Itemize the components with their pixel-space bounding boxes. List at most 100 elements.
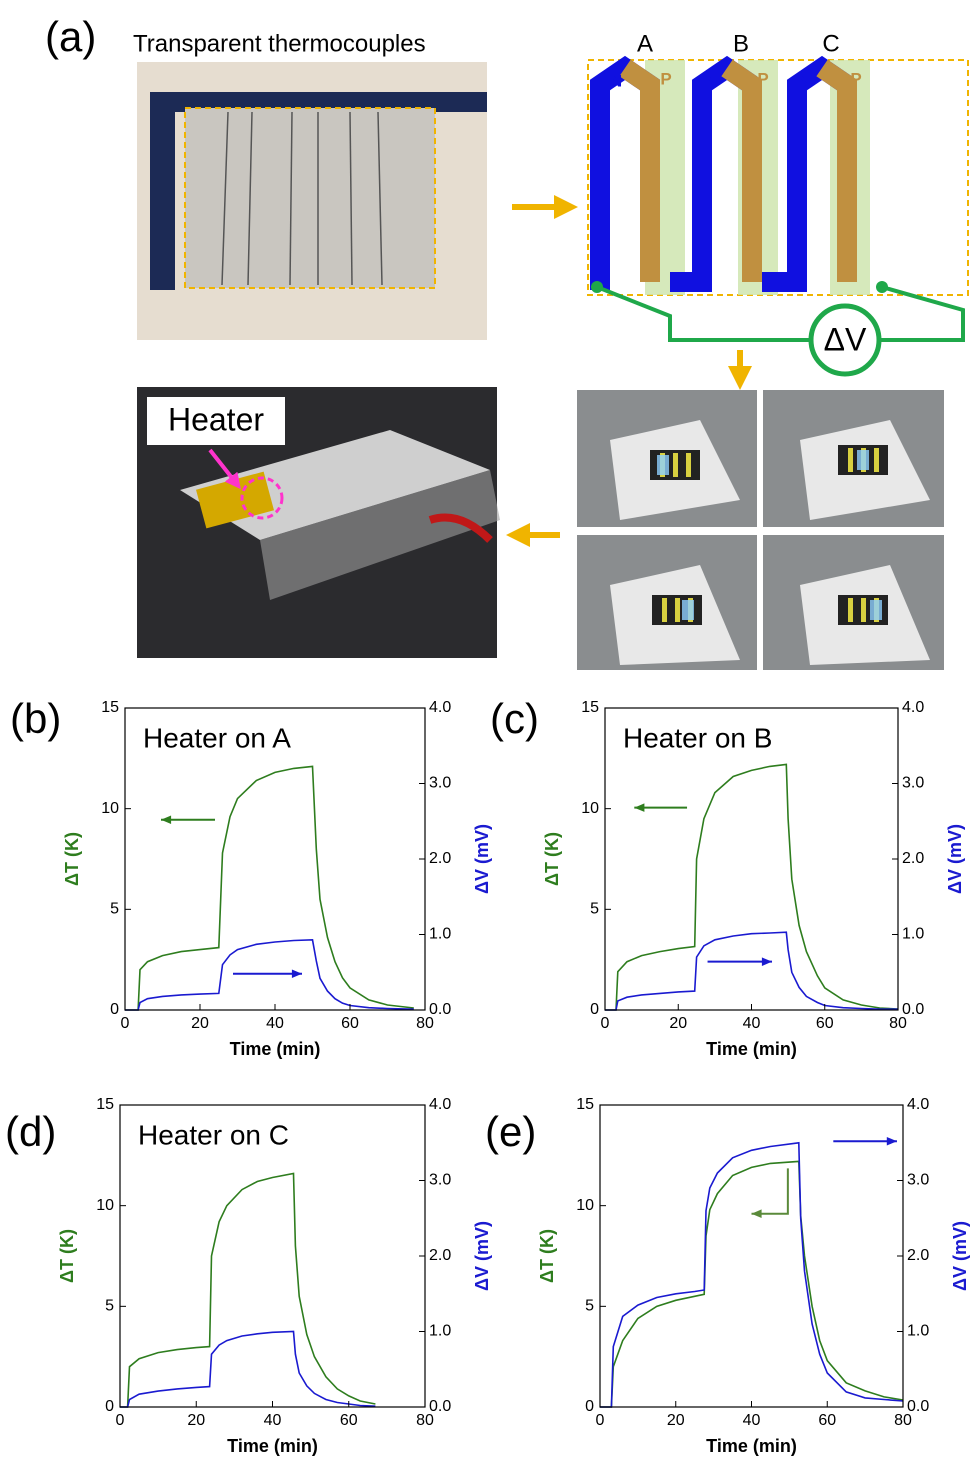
arrow-head	[761, 957, 773, 966]
x-tick-label: 80	[416, 1412, 434, 1429]
x-tick-label: 60	[340, 1412, 358, 1429]
y-axis-label: ΔT (K)	[542, 832, 562, 886]
annotation: Heater on B	[623, 722, 772, 753]
x-tick-label: 0	[121, 1015, 130, 1032]
n-label: N	[798, 71, 810, 90]
y-axis-label: ΔT (K)	[57, 1229, 77, 1283]
y-tick-label: 15	[581, 699, 599, 716]
y-tick-label: 15	[96, 1096, 114, 1113]
x-tick-label: 40	[743, 1412, 761, 1429]
photo-grid	[577, 390, 944, 670]
x-axis-label: Time (min)	[706, 1039, 797, 1059]
y2-tick-label: 1.0	[429, 926, 451, 943]
y2-tick-label: 0.0	[429, 1398, 451, 1415]
x-tick-label: 20	[187, 1412, 205, 1429]
x-axis-label: Time (min)	[706, 1436, 797, 1456]
y2-tick-label: 3.0	[902, 775, 924, 792]
y2-tick-label: 4.0	[429, 1096, 451, 1113]
y-tick-label: 10	[581, 800, 599, 817]
n-label: N	[705, 71, 717, 90]
y-tick-label: 10	[96, 1197, 114, 1214]
p-label: P	[757, 69, 768, 88]
data-line	[600, 1160, 904, 1408]
data-line	[605, 931, 898, 1011]
voltmeter-label: ΔV	[824, 321, 867, 357]
x-tick-label: 60	[341, 1015, 359, 1032]
data-line	[605, 763, 899, 1011]
y-tick-label: 5	[590, 901, 599, 918]
x-tick-label: 80	[894, 1412, 912, 1429]
y-axis-label: ΔT (K)	[62, 832, 82, 886]
y2-tick-label: 0.0	[907, 1398, 929, 1415]
arrow-head	[634, 803, 645, 812]
y2-tick-label: 2.0	[902, 850, 924, 867]
y-tick-label: 5	[110, 901, 119, 918]
panel-label: (d)	[5, 1108, 56, 1155]
data-line	[125, 765, 414, 1011]
x-tick-label: 80	[889, 1015, 907, 1032]
thermocouple-diagram	[587, 55, 969, 377]
y2-tick-label: 2.0	[429, 850, 451, 867]
x-tick-label: 0	[116, 1412, 125, 1429]
y-tick-label: 0	[590, 1001, 599, 1018]
x-axis-label: Time (min)	[227, 1436, 318, 1456]
n-label: N	[610, 71, 622, 90]
data-line	[120, 1172, 376, 1408]
y2-tick-label: 4.0	[902, 699, 924, 716]
x-tick-label: 40	[743, 1015, 761, 1032]
p-label: P	[850, 69, 861, 88]
photo	[137, 387, 500, 658]
y2-tick-label: 3.0	[907, 1172, 929, 1189]
arrow-head	[886, 1137, 897, 1146]
photo	[137, 62, 487, 340]
y-tick-label: 15	[101, 699, 119, 716]
x-tick-label: 0	[596, 1412, 605, 1429]
panel-label: (b)	[10, 695, 61, 742]
y-tick-label: 0	[110, 1001, 119, 1018]
x-tick-label: 20	[191, 1015, 209, 1032]
y2-tick-label: 2.0	[907, 1247, 929, 1264]
y2-tick-label: 0.0	[902, 1001, 924, 1018]
photo-caption: Transparent thermocouples	[133, 30, 426, 57]
column-label: A	[637, 30, 653, 57]
x-tick-label: 20	[667, 1412, 685, 1429]
y2-axis-label: ΔV (mV)	[472, 824, 492, 894]
data-line	[600, 1141, 904, 1408]
y-tick-label: 15	[576, 1096, 594, 1113]
heater-label: Heater	[168, 401, 264, 437]
arrow-head	[291, 969, 302, 978]
y2-tick-label: 4.0	[429, 699, 451, 716]
y-tick-label: 5	[105, 1298, 114, 1315]
x-tick-label: 80	[416, 1015, 434, 1032]
y2-axis-label: ΔV (mV)	[472, 1221, 492, 1291]
y2-tick-label: 3.0	[429, 1172, 451, 1189]
y2-tick-label: 2.0	[429, 1247, 451, 1264]
column-label: B	[733, 30, 749, 57]
x-tick-label: 60	[818, 1412, 836, 1429]
y2-axis-label: ΔV (mV)	[945, 824, 965, 894]
y2-axis-label: ΔV (mV)	[950, 1221, 970, 1291]
arrow-head	[161, 815, 172, 824]
x-tick-label: 20	[669, 1015, 687, 1032]
panel-label: (a)	[45, 13, 96, 60]
panel-label: (e)	[485, 1108, 536, 1155]
x-tick-label: 40	[266, 1015, 284, 1032]
y2-tick-label: 1.0	[902, 926, 924, 943]
y2-tick-label: 0.0	[429, 1001, 451, 1018]
panel-label: (c)	[490, 695, 539, 742]
y2-tick-label: 3.0	[429, 775, 451, 792]
arrow-head	[751, 1209, 762, 1218]
y2-tick-label: 4.0	[907, 1096, 929, 1113]
y-axis-label: ΔT (K)	[537, 1229, 557, 1283]
annotation: Heater on C	[138, 1119, 289, 1150]
y-tick-label: 10	[101, 800, 119, 817]
x-tick-label: 0	[601, 1015, 610, 1032]
x-tick-label: 60	[816, 1015, 834, 1032]
annotation: Heater on A	[143, 722, 291, 753]
annotation-arrow	[751, 1168, 789, 1215]
column-label: C	[822, 30, 839, 57]
x-axis-label: Time (min)	[230, 1039, 321, 1059]
y2-tick-label: 1.0	[429, 1323, 451, 1340]
data-line	[125, 938, 414, 1011]
